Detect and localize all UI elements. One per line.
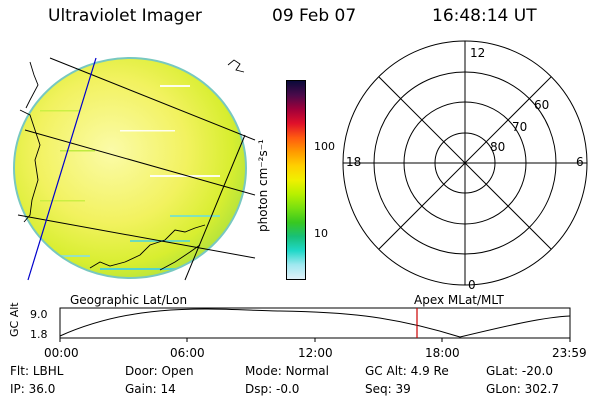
status-mode: Mode: Normal	[245, 364, 329, 378]
status-seq: Seq: 39	[365, 382, 411, 396]
lat-lon-grid	[17, 57, 256, 281]
orbit-ylabel: GC Alt	[8, 302, 21, 337]
polar-label-12: 12	[470, 46, 486, 60]
status-glon: GLon: 302.7	[486, 382, 559, 396]
image-date: 09 Feb 07	[272, 6, 357, 26]
orbit-xtick-2: 12:00	[298, 346, 333, 360]
meridian-line	[27, 57, 97, 281]
colorbar	[286, 80, 306, 280]
apex-label: Apex MLat/MLT	[414, 293, 504, 307]
status-gain: Gain: 14	[125, 382, 176, 396]
image-time: 16:48:14 UT	[432, 6, 537, 26]
polar-label-18: 18	[346, 155, 362, 169]
status-dsp: Dsp: -0.0	[245, 382, 300, 396]
orbit-xtick-3: 18:00	[425, 346, 460, 360]
orbit-xtick-1: 06:00	[170, 346, 205, 360]
polar-lat-80: 80	[490, 140, 506, 154]
status-ip: IP: 36.0	[10, 382, 56, 396]
status-filter: Flt: LBHL	[10, 364, 64, 378]
polar-label-6: 6	[576, 155, 584, 169]
orbit-ytick-min: 1.8	[30, 328, 48, 341]
status-glat: GLat: -20.0	[486, 364, 553, 378]
app-title: Ultraviolet Imager	[48, 6, 202, 26]
status-gc-alt: GC Alt: 4.9 Re	[365, 364, 449, 378]
status-door: Door: Open	[125, 364, 194, 378]
polar-lat-60: 60	[534, 98, 550, 112]
polar-lat-70: 70	[512, 120, 528, 134]
geographic-label: Geographic Lat/Lon	[70, 293, 188, 307]
orbit-ytick-max: 9.0	[30, 308, 48, 321]
colorbar-tick-100: 100	[314, 140, 335, 153]
coastline	[19, 59, 245, 271]
polar-label-0: 0	[468, 278, 476, 292]
colorbar-tick-10: 10	[314, 227, 328, 240]
orbit-xtick-4: 23:59	[552, 346, 587, 360]
orbit-xtick-0: 00:00	[44, 346, 79, 360]
